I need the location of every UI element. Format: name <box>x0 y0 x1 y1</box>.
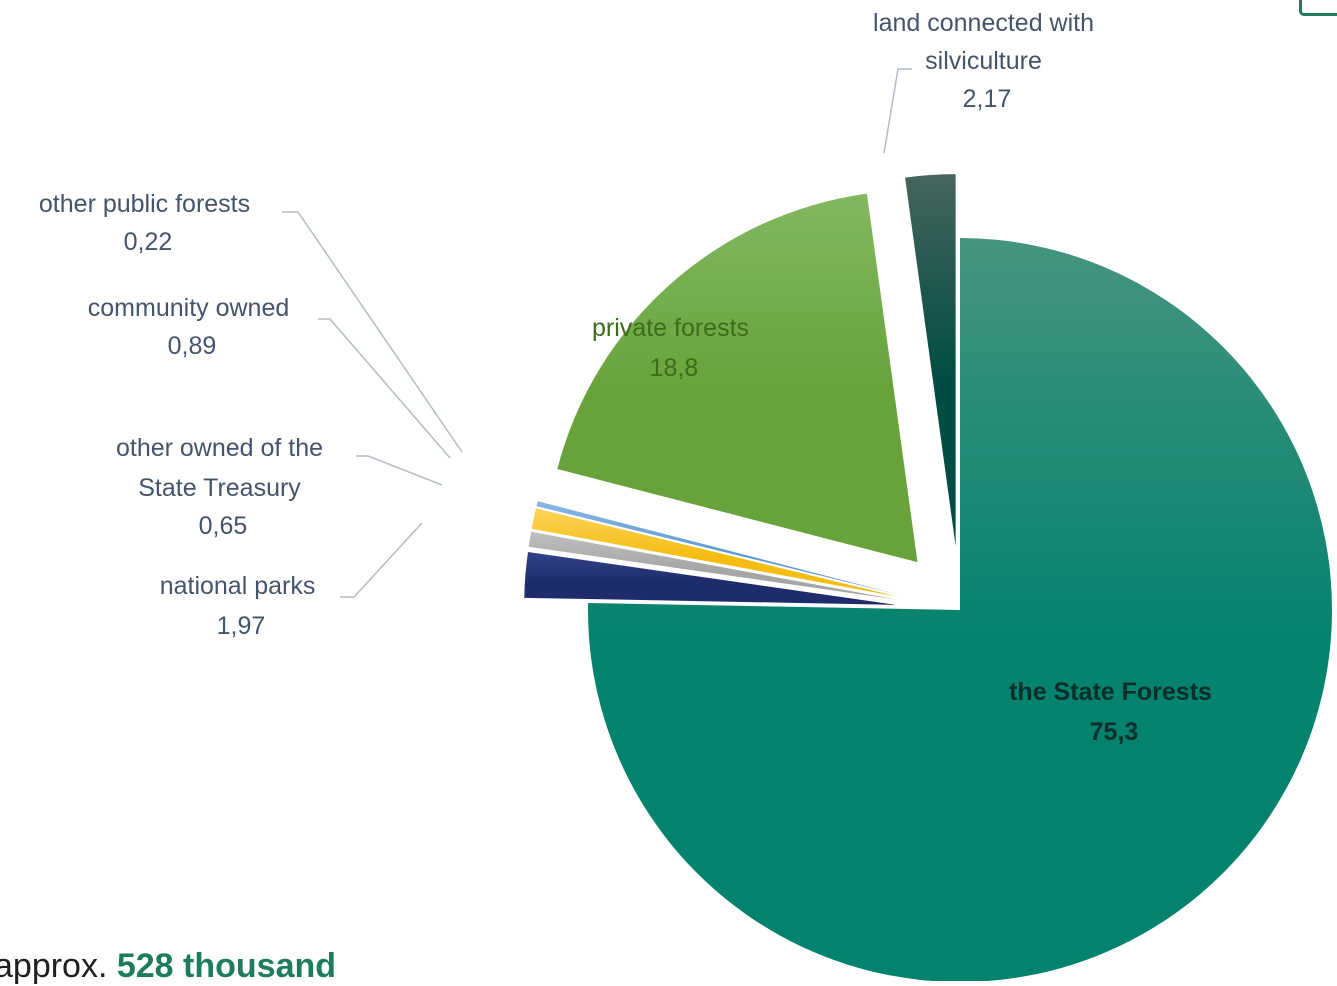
footer-prefix: approx. <box>0 947 117 985</box>
pie-slice-private-forests <box>557 193 918 563</box>
label-community: community owned 0,89 <box>88 294 296 360</box>
pie-slice-other-public-forests <box>536 501 898 595</box>
corner-badge <box>1299 0 1337 16</box>
leader-line-silviculture <box>883 68 912 154</box>
label-private-forests: private forests 18,8 <box>592 314 756 382</box>
leader-line-other-public <box>282 211 463 453</box>
label-national-parks: national parks 1,97 <box>160 572 323 640</box>
leader-line-treasury <box>356 455 443 486</box>
pie-slice-land-connected-with-silviculture <box>905 174 956 547</box>
label-state-forests: the State Forests 75,3 <box>1009 678 1219 746</box>
label-other-public: other public forests 0,22 <box>39 190 257 256</box>
pie-slice-the-state-forests <box>588 238 1332 981</box>
pie-slice-community-owned <box>531 508 898 597</box>
label-treasury: other owned of the State Treasury 0,65 <box>116 434 330 540</box>
footer-highlight: 528 thousand <box>116 947 337 985</box>
pie-slices <box>524 174 1332 981</box>
label-land-silviculture: land connected with silviculture 2,17 <box>873 9 1101 113</box>
pie-slice-other-owned-of-the-state-treasury <box>528 531 897 600</box>
pie-slice-national-parks <box>524 551 897 605</box>
leader-line-national-parks <box>340 522 423 598</box>
leader-lines <box>282 68 912 598</box>
leader-line-community <box>318 318 451 459</box>
footer-caption: approx. 528 thousand <box>0 947 336 986</box>
data-labels: land connected with silviculture 2,17 ot… <box>39 9 1219 746</box>
